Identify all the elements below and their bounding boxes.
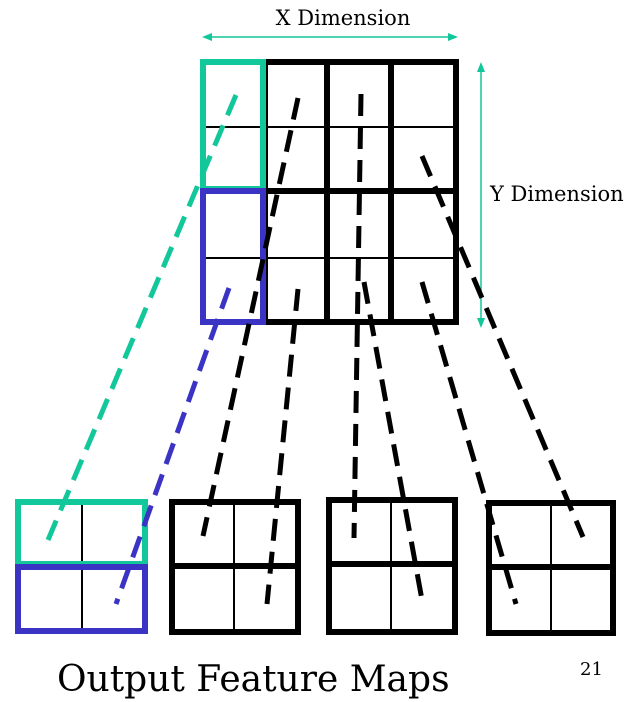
- output-map-4: [486, 500, 616, 636]
- output-map-1-blue: [15, 564, 148, 634]
- input-grid: [200, 59, 459, 325]
- output-map-2: [169, 499, 301, 635]
- input-blue-block: [200, 188, 266, 325]
- connection-col2-top: [200, 97, 301, 537]
- output-map-1: [15, 499, 148, 634]
- connection-blue: [113, 287, 232, 605]
- connection-lines: [45, 93, 586, 605]
- output-title: Output Feature Maps: [57, 659, 450, 700]
- connection-col3-top: [351, 93, 364, 539]
- y-dimension-arrow: [477, 62, 485, 328]
- output-map-3: [326, 497, 458, 635]
- connection-col3-bottom: [361, 281, 425, 601]
- connection-col4-top: [419, 155, 586, 538]
- input-green-block: [200, 59, 266, 192]
- connection-col4-bottom: [419, 281, 519, 605]
- connection-green: [45, 94, 239, 541]
- x-dimension-arrow: [202, 33, 458, 41]
- x-dimension-label: X Dimension: [276, 6, 411, 30]
- connection-col2-bottom: [264, 288, 301, 605]
- page-number: 21: [580, 659, 603, 680]
- y-dimension-label: Y Dimension: [489, 182, 624, 206]
